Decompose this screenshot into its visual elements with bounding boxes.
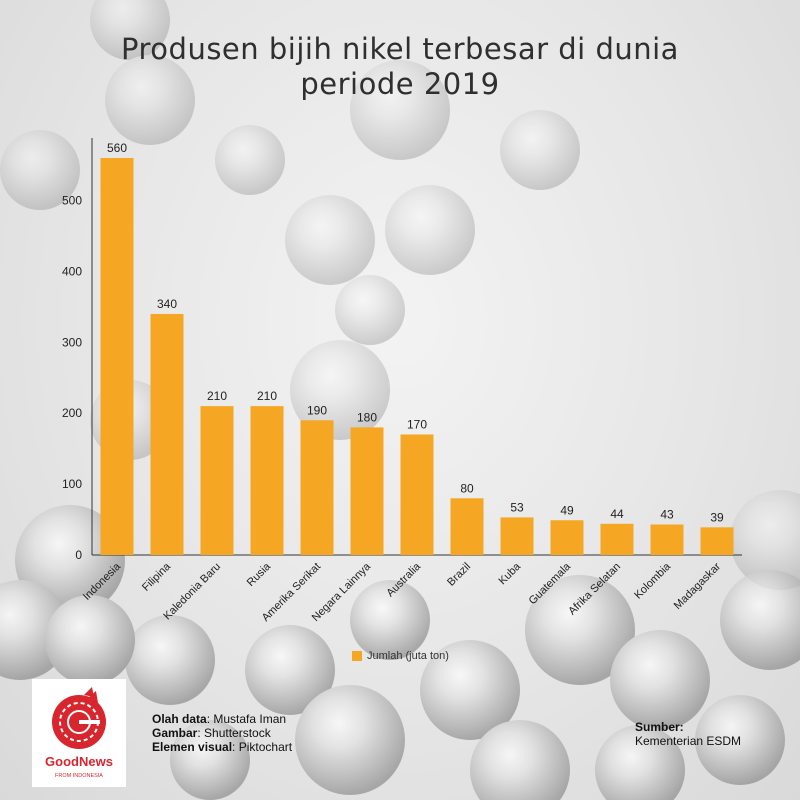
bar-value-label: 210: [207, 389, 227, 403]
bar: [400, 434, 434, 555]
bar-value-label: 49: [560, 503, 574, 517]
x-tick-label: Brazil: [445, 561, 473, 589]
x-tick-label: Kolombia: [632, 560, 674, 602]
source-value: Kementerian ESDM: [635, 734, 742, 748]
bar: [150, 313, 184, 555]
credit-visual: Elemen visual: Piktochart: [152, 740, 293, 754]
bar: [450, 498, 484, 555]
bar-value-label: 170: [407, 417, 427, 431]
source-label: Sumber:: [635, 720, 684, 734]
bar-value-label: 44: [610, 507, 624, 521]
bar-value-label: 80: [460, 481, 474, 495]
y-tick-label: 100: [62, 477, 82, 491]
credits: Olah data: Mustafa Iman Gambar: Shutters…: [152, 712, 292, 754]
bar: [200, 406, 234, 555]
x-tick-label: Filipina: [140, 560, 174, 594]
bar: [550, 520, 584, 555]
x-tick-label: Guatemala: [527, 560, 574, 607]
bar: [650, 524, 684, 555]
logo-tagline: FROM INDONESIA: [55, 773, 103, 779]
chart-title-line-1: Produsen bijih nikel terbesar di dunia: [121, 32, 679, 66]
legend: Jumlah (juta ton): [352, 650, 449, 662]
credit-image: Gambar: Shutterstock: [152, 726, 271, 740]
bar: [700, 527, 734, 555]
x-tick-label: Indonesia: [81, 560, 124, 603]
bar: [300, 420, 334, 555]
bar-value-label: 53: [510, 500, 524, 514]
y-tick-label: 0: [75, 548, 82, 562]
bar: [250, 406, 284, 555]
bar-value-label: 43: [660, 508, 674, 522]
logo-name: GoodNews: [45, 754, 113, 769]
x-tick-label: Australia: [384, 560, 423, 599]
bar-value-label: 180: [357, 410, 377, 424]
goodnews-logo-icon: GoodNews FROM INDONESIA: [45, 687, 113, 779]
goodnews-logo: GoodNews FROM INDONESIA: [32, 679, 126, 787]
bar: [600, 523, 634, 555]
bar: [350, 427, 384, 555]
credit-data: Olah data: Mustafa Iman: [152, 712, 287, 726]
legend-label: Jumlah (juta ton): [367, 650, 449, 662]
x-tick-label: Madagaskar: [672, 560, 724, 612]
x-tick-label: Afrika Selatan: [566, 561, 623, 618]
legend-swatch: [352, 651, 362, 661]
y-tick-label: 500: [62, 194, 82, 208]
bar-value-label: 39: [710, 510, 724, 524]
y-tick-label: 400: [62, 264, 82, 278]
bar: [500, 517, 534, 555]
x-tick-label: Kuba: [496, 560, 523, 587]
bar-value-label: 340: [157, 297, 177, 311]
bar-value-label: 210: [257, 389, 277, 403]
bar-value-label: 190: [307, 403, 327, 417]
bar: [100, 158, 134, 555]
chart-title-line-2: periode 2019: [300, 67, 500, 101]
chart-title: Produsen bijih nikel terbesar di dunia p…: [0, 32, 800, 102]
y-tick-label: 200: [62, 406, 82, 420]
x-tick-label: Rusia: [245, 560, 274, 589]
bar-value-label: 560: [107, 141, 127, 155]
y-tick-label: 300: [62, 335, 82, 349]
source: Sumber: Kementerian ESDM: [635, 720, 741, 748]
